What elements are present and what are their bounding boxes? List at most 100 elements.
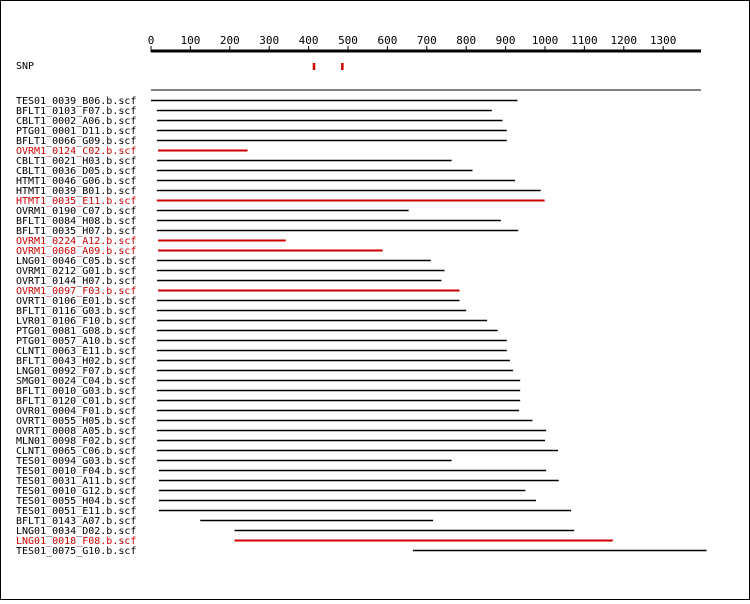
read-row: BFLT1_0120_C01.b.scf (16, 396, 521, 407)
read-row: PTG01_0081_G08.b.scf (16, 326, 498, 337)
read-row: BFLT1_0143_A07.b.scf (16, 516, 434, 527)
read-row: LNG01_0092_F07.b.scf (16, 366, 514, 377)
read-row: TES01_0094_G03.b.scf (16, 456, 452, 467)
read-row: BFLT1_0116_G03.b.scf (16, 306, 467, 317)
read-row: TES01_0075_G10.b.scf (16, 546, 707, 557)
axis-tick-label: 800 (456, 34, 476, 47)
read-row: OVRM1_0224_A12.b.scf (16, 236, 286, 247)
read-name: TES01_0010_F04.b.scf (16, 466, 136, 477)
read-row: BFLT1_0066_G09.b.scf (16, 136, 507, 147)
read-name: LVR01_0106_F10.b.scf (16, 316, 136, 327)
read-name: OVRM1_0097_F03.b.scf (16, 286, 136, 297)
read-name: OVRM1_0224_A12.b.scf (16, 236, 136, 247)
axis-tick-label: 900 (496, 34, 516, 47)
read-name: TES01_0039_B06.b.scf (16, 96, 136, 107)
read-row: TES01_0010_F04.b.scf (16, 466, 547, 477)
read-name: OVRT1_0008_A05.b.scf (16, 426, 136, 437)
read-row: OVRM1_0068_A09.b.scf (16, 246, 383, 257)
read-name: BFLT1_0084_H08.b.scf (16, 216, 136, 227)
reads-track: TES01_0039_B06.b.scfBFLT1_0103_F07.b.scf… (16, 96, 707, 557)
read-name: BFLT1_0116_G03.b.scf (16, 306, 136, 317)
read-row: OVRM1_0124_C02.b.scf (16, 146, 248, 157)
read-name: LNG01_0092_F07.b.scf (16, 366, 136, 377)
read-name: LNG01_0034_D02.b.scf (16, 526, 136, 537)
read-row: BFLT1_0010_G03.b.scf (16, 386, 521, 397)
read-row: TES01_0051_E11.b.scf (16, 506, 572, 517)
read-name: OVRM1_0212_G01.b.scf (16, 266, 136, 277)
axis-tick-label: 1000 (532, 34, 559, 47)
read-name: BFLT1_0066_G09.b.scf (16, 136, 136, 147)
read-row: LNG01_0046_C05.b.scf (16, 256, 431, 267)
read-row: HTMT1_0035_E11.b.scf (16, 196, 545, 207)
read-row: CBLT1_0036_D05.b.scf (16, 166, 473, 177)
read-row: CLNT1_0063_E11.b.scf (16, 346, 507, 357)
read-row: OVRT1_0055_H05.b.scf (16, 416, 533, 427)
read-name: BFLT1_0120_C01.b.scf (16, 396, 136, 407)
snp-marker (312, 63, 316, 70)
read-row: BFLT1_0084_H08.b.scf (16, 216, 501, 227)
read-name: TES01_0094_G03.b.scf (16, 456, 136, 467)
snp-track: SNP (16, 61, 344, 72)
read-name: OVRM1_0190_C07.b.scf (16, 206, 136, 217)
read-row: BFLT1_0103_F07.b.scf (16, 106, 492, 117)
read-name: TES01_0051_E11.b.scf (16, 506, 136, 517)
read-name: OVRT1_0144_H07.b.scf (16, 276, 136, 287)
read-row: TES01_0031_A11.b.scf (16, 476, 559, 487)
read-row: SMG01_0024_C04.b.scf (16, 376, 521, 387)
snp-label: SNP (16, 61, 34, 72)
read-name: LNG01_0018_F08.b.scf (16, 536, 136, 547)
axis-tick-label: 200 (220, 34, 240, 47)
axis-tick-label: 600 (377, 34, 397, 47)
read-name: PTG01_0081_G08.b.scf (16, 326, 136, 337)
read-row: OVRM1_0212_G01.b.scf (16, 266, 445, 277)
read-name: OVRM1_0124_C02.b.scf (16, 146, 136, 157)
axis-tick-label: 100 (180, 34, 200, 47)
axis-tick-label: 1200 (611, 34, 638, 47)
read-name: CBLT1_0021_H03.b.scf (16, 156, 136, 167)
read-name: HTMT1_0039_B01.b.scf (16, 186, 136, 197)
axis-tick-label: 1100 (571, 34, 598, 47)
read-row: MLN01_0098_F02.b.scf (16, 436, 545, 447)
axis-tick-label: 500 (338, 34, 358, 47)
read-name: BFLT1_0143_A07.b.scf (16, 516, 136, 527)
read-row: TES01_0055_H04.b.scf (16, 496, 536, 507)
read-row: BFLT1_0035_H07.b.scf (16, 226, 519, 237)
axis-tick-label: 300 (259, 34, 279, 47)
read-name: PTG01_0057_A10.b.scf (16, 336, 136, 347)
read-name: OVRT1_0055_H05.b.scf (16, 416, 136, 427)
read-row: TES01_0039_B06.b.scf (16, 96, 518, 107)
position-axis: 0 100 200 300 400 500 600 700 800 900 1000 1100 1200… (148, 34, 701, 53)
read-row: BFLT1_0043_H02.b.scf (16, 356, 510, 367)
read-row: OVR01_0004_F01.b.scf (16, 406, 519, 417)
read-row: PTG01_0057_A10.b.scf (16, 336, 507, 347)
read-row: OVRT1_0008_A05.b.scf (16, 426, 547, 437)
read-name: LNG01_0046_C05.b.scf (16, 256, 136, 267)
read-name: BFLT1_0043_H02.b.scf (16, 356, 136, 367)
read-name: PTG01_0001_D11.b.scf (16, 126, 136, 137)
axis-tick-label: 700 (417, 34, 437, 47)
read-row: CBLT1_0021_H03.b.scf (16, 156, 452, 167)
read-name: CBLT1_0002_A06.b.scf (16, 116, 136, 127)
read-row: LVR01_0106_F10.b.scf (16, 316, 488, 327)
read-name: OVR01_0004_F01.b.scf (16, 406, 136, 417)
read-row: OVRM1_0097_F03.b.scf (16, 286, 460, 297)
axis-tick-label: 400 (299, 34, 319, 47)
read-name: HTMT1_0035_E11.b.scf (16, 196, 136, 207)
read-name: TES01_0031_A11.b.scf (16, 476, 136, 487)
read-row: TES01_0010_G12.b.scf (16, 486, 526, 497)
read-row: HTMT1_0046_G06.b.scf (16, 176, 516, 187)
axis-tick-label: 0 (148, 34, 155, 47)
read-row: CBLT1_0002_A06.b.scf (16, 116, 503, 127)
read-name: BFLT1_0010_G03.b.scf (16, 386, 136, 397)
read-row: PTG01_0001_D11.b.scf (16, 126, 507, 137)
axis-tick-label: 1300 (650, 34, 677, 47)
read-row: LNG01_0018_F08.b.scf (16, 536, 613, 547)
read-row: OVRT1_0144_H07.b.scf (16, 276, 442, 287)
read-name: BFLT1_0103_F07.b.scf (16, 106, 136, 117)
read-name: OVRM1_0068_A09.b.scf (16, 246, 136, 257)
read-row: HTMT1_0039_B01.b.scf (16, 186, 541, 197)
read-row: OVRT1_0106_E01.b.scf (16, 296, 460, 307)
read-row: LNG01_0034_D02.b.scf (16, 526, 575, 537)
